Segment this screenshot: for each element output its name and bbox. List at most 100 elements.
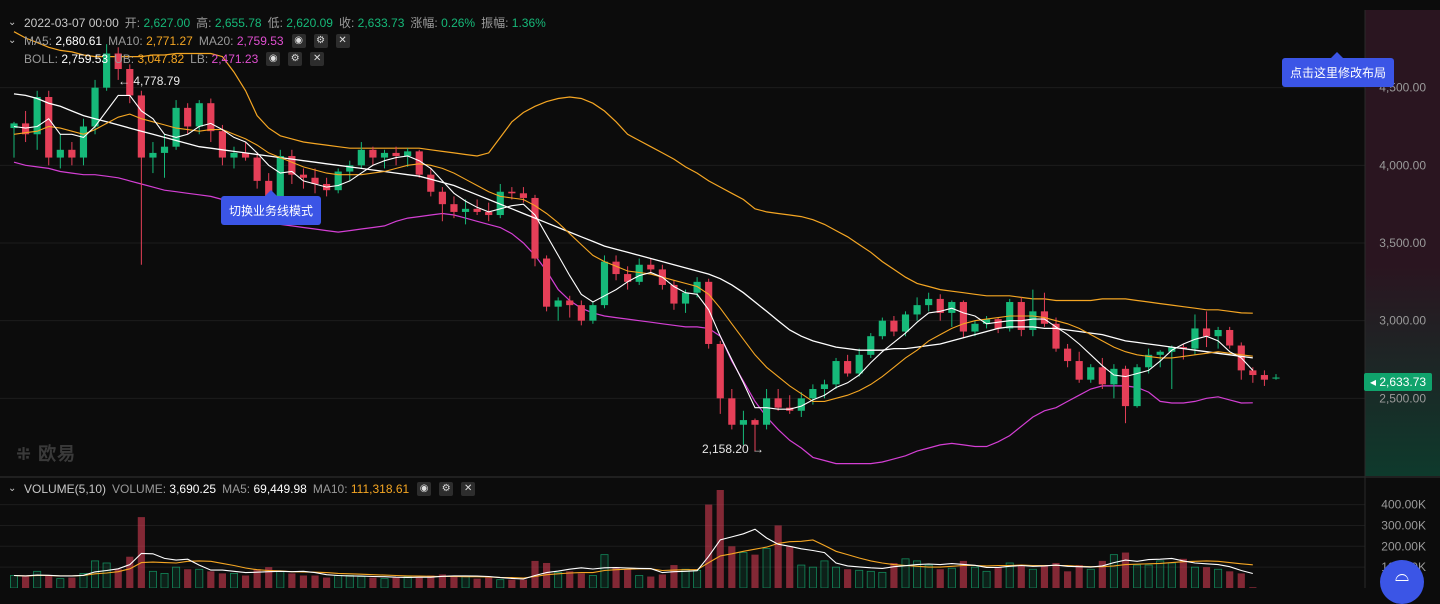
- volume-bar: [461, 576, 470, 588]
- candle-body: [820, 384, 829, 390]
- candle-body: [901, 314, 910, 332]
- gear-icon[interactable]: ⚙: [313, 34, 328, 48]
- volume-bar: [299, 575, 308, 588]
- candle-body: [160, 146, 169, 153]
- low-annotation: 2,158.20 →: [702, 442, 765, 456]
- headset-icon[interactable]: ⌓: [1380, 560, 1424, 604]
- ma5-line: [13, 94, 1254, 410]
- volume-bar: [427, 575, 435, 588]
- boll-value: 2,759.53: [61, 52, 109, 66]
- volume-bar: [1052, 562, 1060, 588]
- candle-body: [392, 152, 400, 157]
- volume-bar: [10, 575, 18, 588]
- lb-label: LB:: [190, 52, 209, 66]
- volume-bar: [33, 570, 42, 588]
- volume-bar: [566, 571, 574, 588]
- close-value: 2,633.73: [357, 16, 405, 30]
- candle-body: [971, 323, 979, 332]
- candle-body: [68, 149, 76, 158]
- candle-body: [207, 103, 215, 132]
- volume-bar: [635, 575, 644, 588]
- axis-shade: [1365, 10, 1440, 476]
- volume-bar: [56, 578, 65, 588]
- volume-bar: [369, 577, 377, 588]
- volume-bar: [970, 566, 979, 588]
- candle-body: [253, 157, 261, 181]
- volume-bar: [924, 564, 933, 588]
- candle-body: [1029, 311, 1037, 330]
- volume-bar: [1133, 564, 1142, 588]
- volume-bar: [1156, 560, 1165, 588]
- volume-bar: [994, 567, 1002, 588]
- candle-body: [496, 191, 504, 216]
- volume-bar: [345, 575, 354, 588]
- candle-date: 2022-03-07 00:00: [24, 16, 119, 30]
- volume-bar: [450, 575, 458, 588]
- close-label: 收:: [338, 16, 355, 30]
- volume-bar: [936, 569, 944, 588]
- volume-bar: [415, 577, 423, 588]
- candle-body: [1110, 368, 1118, 385]
- close-icon[interactable]: ✕: [335, 34, 350, 48]
- candle-body: [1249, 370, 1257, 376]
- volume-bar: [1202, 567, 1211, 588]
- volume-bar: [1237, 573, 1245, 588]
- close-icon[interactable]: ✕: [461, 482, 476, 496]
- change-value: 0.26%: [441, 16, 476, 30]
- mode-tooltip[interactable]: 切换业务线模式: [221, 196, 322, 225]
- candle-body: [1202, 328, 1211, 337]
- candle-body: [508, 191, 516, 194]
- candle-body: [612, 261, 620, 275]
- volume-bar: [229, 573, 238, 588]
- candle-body: [531, 197, 539, 259]
- volume-bar: [878, 571, 887, 588]
- chevron-down-icon[interactable]: ⌄: [8, 483, 17, 494]
- candle-body: [1064, 348, 1072, 362]
- volume-bar: [1109, 554, 1118, 588]
- gear-icon[interactable]: ⚙: [288, 52, 303, 66]
- volume-bar: [554, 571, 563, 588]
- low-value: 2,620.09: [286, 16, 333, 30]
- change-label: 涨幅:: [410, 16, 438, 30]
- price-tick-label: 3,000.00: [1379, 314, 1426, 328]
- eye-icon[interactable]: ◉: [266, 52, 281, 66]
- volume-bar: [728, 546, 736, 588]
- amplitude-value: 1.36%: [511, 16, 546, 30]
- volume-ma10-label: MA10:: [312, 482, 348, 496]
- boll-upper-line: [13, 31, 1253, 314]
- volume-bar: [184, 569, 192, 588]
- candle-body: [728, 398, 736, 425]
- layout-tooltip-arrow: [1331, 52, 1343, 58]
- candle-body: [1156, 351, 1164, 355]
- layout-tooltip[interactable]: 点击这里修改布局: [1282, 58, 1395, 87]
- candle-body: [832, 361, 840, 385]
- eye-icon[interactable]: ◉: [291, 34, 306, 48]
- candle-body: [948, 302, 956, 313]
- candle-body: [1272, 377, 1280, 379]
- gear-icon[interactable]: ⚙: [439, 482, 454, 496]
- volume-bar: [1028, 568, 1037, 588]
- ma5-value: 2,680.61: [55, 34, 103, 48]
- candlestick-chart[interactable]: 4,500.004,000.003,500.003,000.002,500.00…: [0, 0, 1440, 588]
- chevron-down-icon[interactable]: ⌄: [8, 35, 17, 46]
- volume-bar: [808, 566, 817, 588]
- volume-bar: [901, 558, 910, 588]
- volume-bar: [612, 567, 620, 588]
- volume-tick-label: 300.00K: [1381, 518, 1426, 532]
- candle-body: [369, 149, 377, 158]
- volume-bar: [45, 575, 53, 588]
- chevron-down-icon[interactable]: ⌄: [8, 17, 17, 28]
- candle-body: [473, 208, 481, 212]
- ma10-line: [13, 113, 1253, 402]
- candle-body: [647, 264, 655, 270]
- candle-body: [137, 95, 145, 158]
- ma-legend: ⌄ MA5: 2,680.61 MA10: 2,771.27 MA20: 2,7…: [8, 32, 350, 50]
- eye-icon[interactable]: ◉: [417, 482, 432, 496]
- candle-body: [716, 343, 724, 399]
- close-icon[interactable]: ✕: [310, 52, 325, 66]
- candle-body: [461, 208, 470, 212]
- candle-body: [230, 152, 238, 158]
- ma10-value: 2,771.27: [146, 34, 193, 48]
- boll-bands: [13, 31, 1253, 465]
